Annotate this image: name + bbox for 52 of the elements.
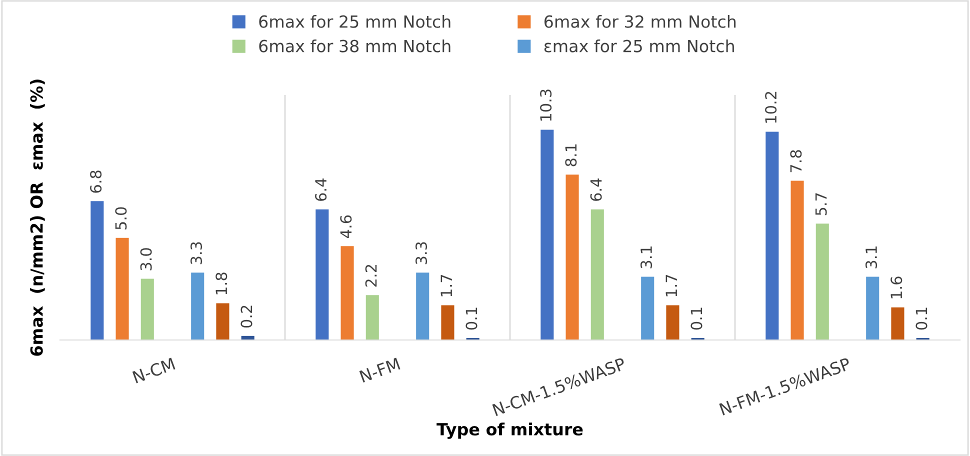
data-label: 5.7 (815, 193, 827, 216)
data-label: 10.2 (765, 92, 777, 123)
bar (566, 174, 579, 340)
data-label: 1.7 (666, 274, 677, 296)
data-label: 2.2 (365, 264, 377, 287)
data-label: 0.1 (466, 308, 478, 330)
bar (766, 132, 779, 340)
data-label: 3.3 (190, 242, 202, 264)
bar (316, 209, 329, 340)
data-label: 1.8 (216, 272, 228, 294)
data-label: 0.1 (690, 308, 702, 330)
bar (866, 276, 880, 340)
bar (116, 238, 129, 340)
bar (90, 201, 104, 340)
data-label: 7.8 (790, 150, 802, 172)
data-label: 0.1 (916, 308, 928, 330)
data-label: 3.1 (865, 246, 878, 268)
data-label: 10.3 (540, 90, 552, 121)
data-label: 3.1 (640, 246, 652, 268)
bar (790, 180, 804, 340)
bar (590, 209, 604, 340)
x-tick-label: N-FM (359, 358, 400, 383)
data-label: 0.2 (240, 306, 252, 328)
bar (816, 224, 829, 340)
bar (441, 305, 454, 340)
data-label: 8.1 (565, 144, 577, 166)
bar (641, 276, 654, 340)
bar (540, 130, 554, 340)
data-label: 5.0 (115, 207, 127, 230)
legend-label: 6max for 32 mm Notch (544, 15, 736, 28)
data-label: 6.8 (90, 170, 102, 193)
data-label: 6.4 (590, 178, 602, 201)
legend-label: 6max for 25 mm Notch (259, 15, 450, 28)
bar (191, 272, 204, 340)
bar (140, 278, 154, 340)
legend-label: εmax for 25 mm Notch (544, 39, 734, 52)
data-label: 1.6 (890, 276, 902, 298)
x-axis-title: Type of mixture (436, 422, 583, 439)
data-label: 1.7 (440, 274, 452, 296)
data-label: 3.3 (415, 242, 428, 264)
data-label: 3.0 (140, 248, 152, 270)
x-tick-label: N-CM (132, 358, 176, 384)
bar (216, 303, 230, 340)
legend-label: 6max for 38 mm Notch (259, 39, 450, 52)
data-label: 6.4 (315, 178, 327, 201)
data-label: 4.6 (340, 215, 352, 238)
bar (340, 246, 354, 340)
y-axis-title: 6max (n/mm2) OR εmax (%) (30, 80, 45, 356)
bar (891, 307, 904, 340)
bar (416, 272, 430, 340)
bar (366, 295, 379, 340)
bar (666, 305, 680, 340)
